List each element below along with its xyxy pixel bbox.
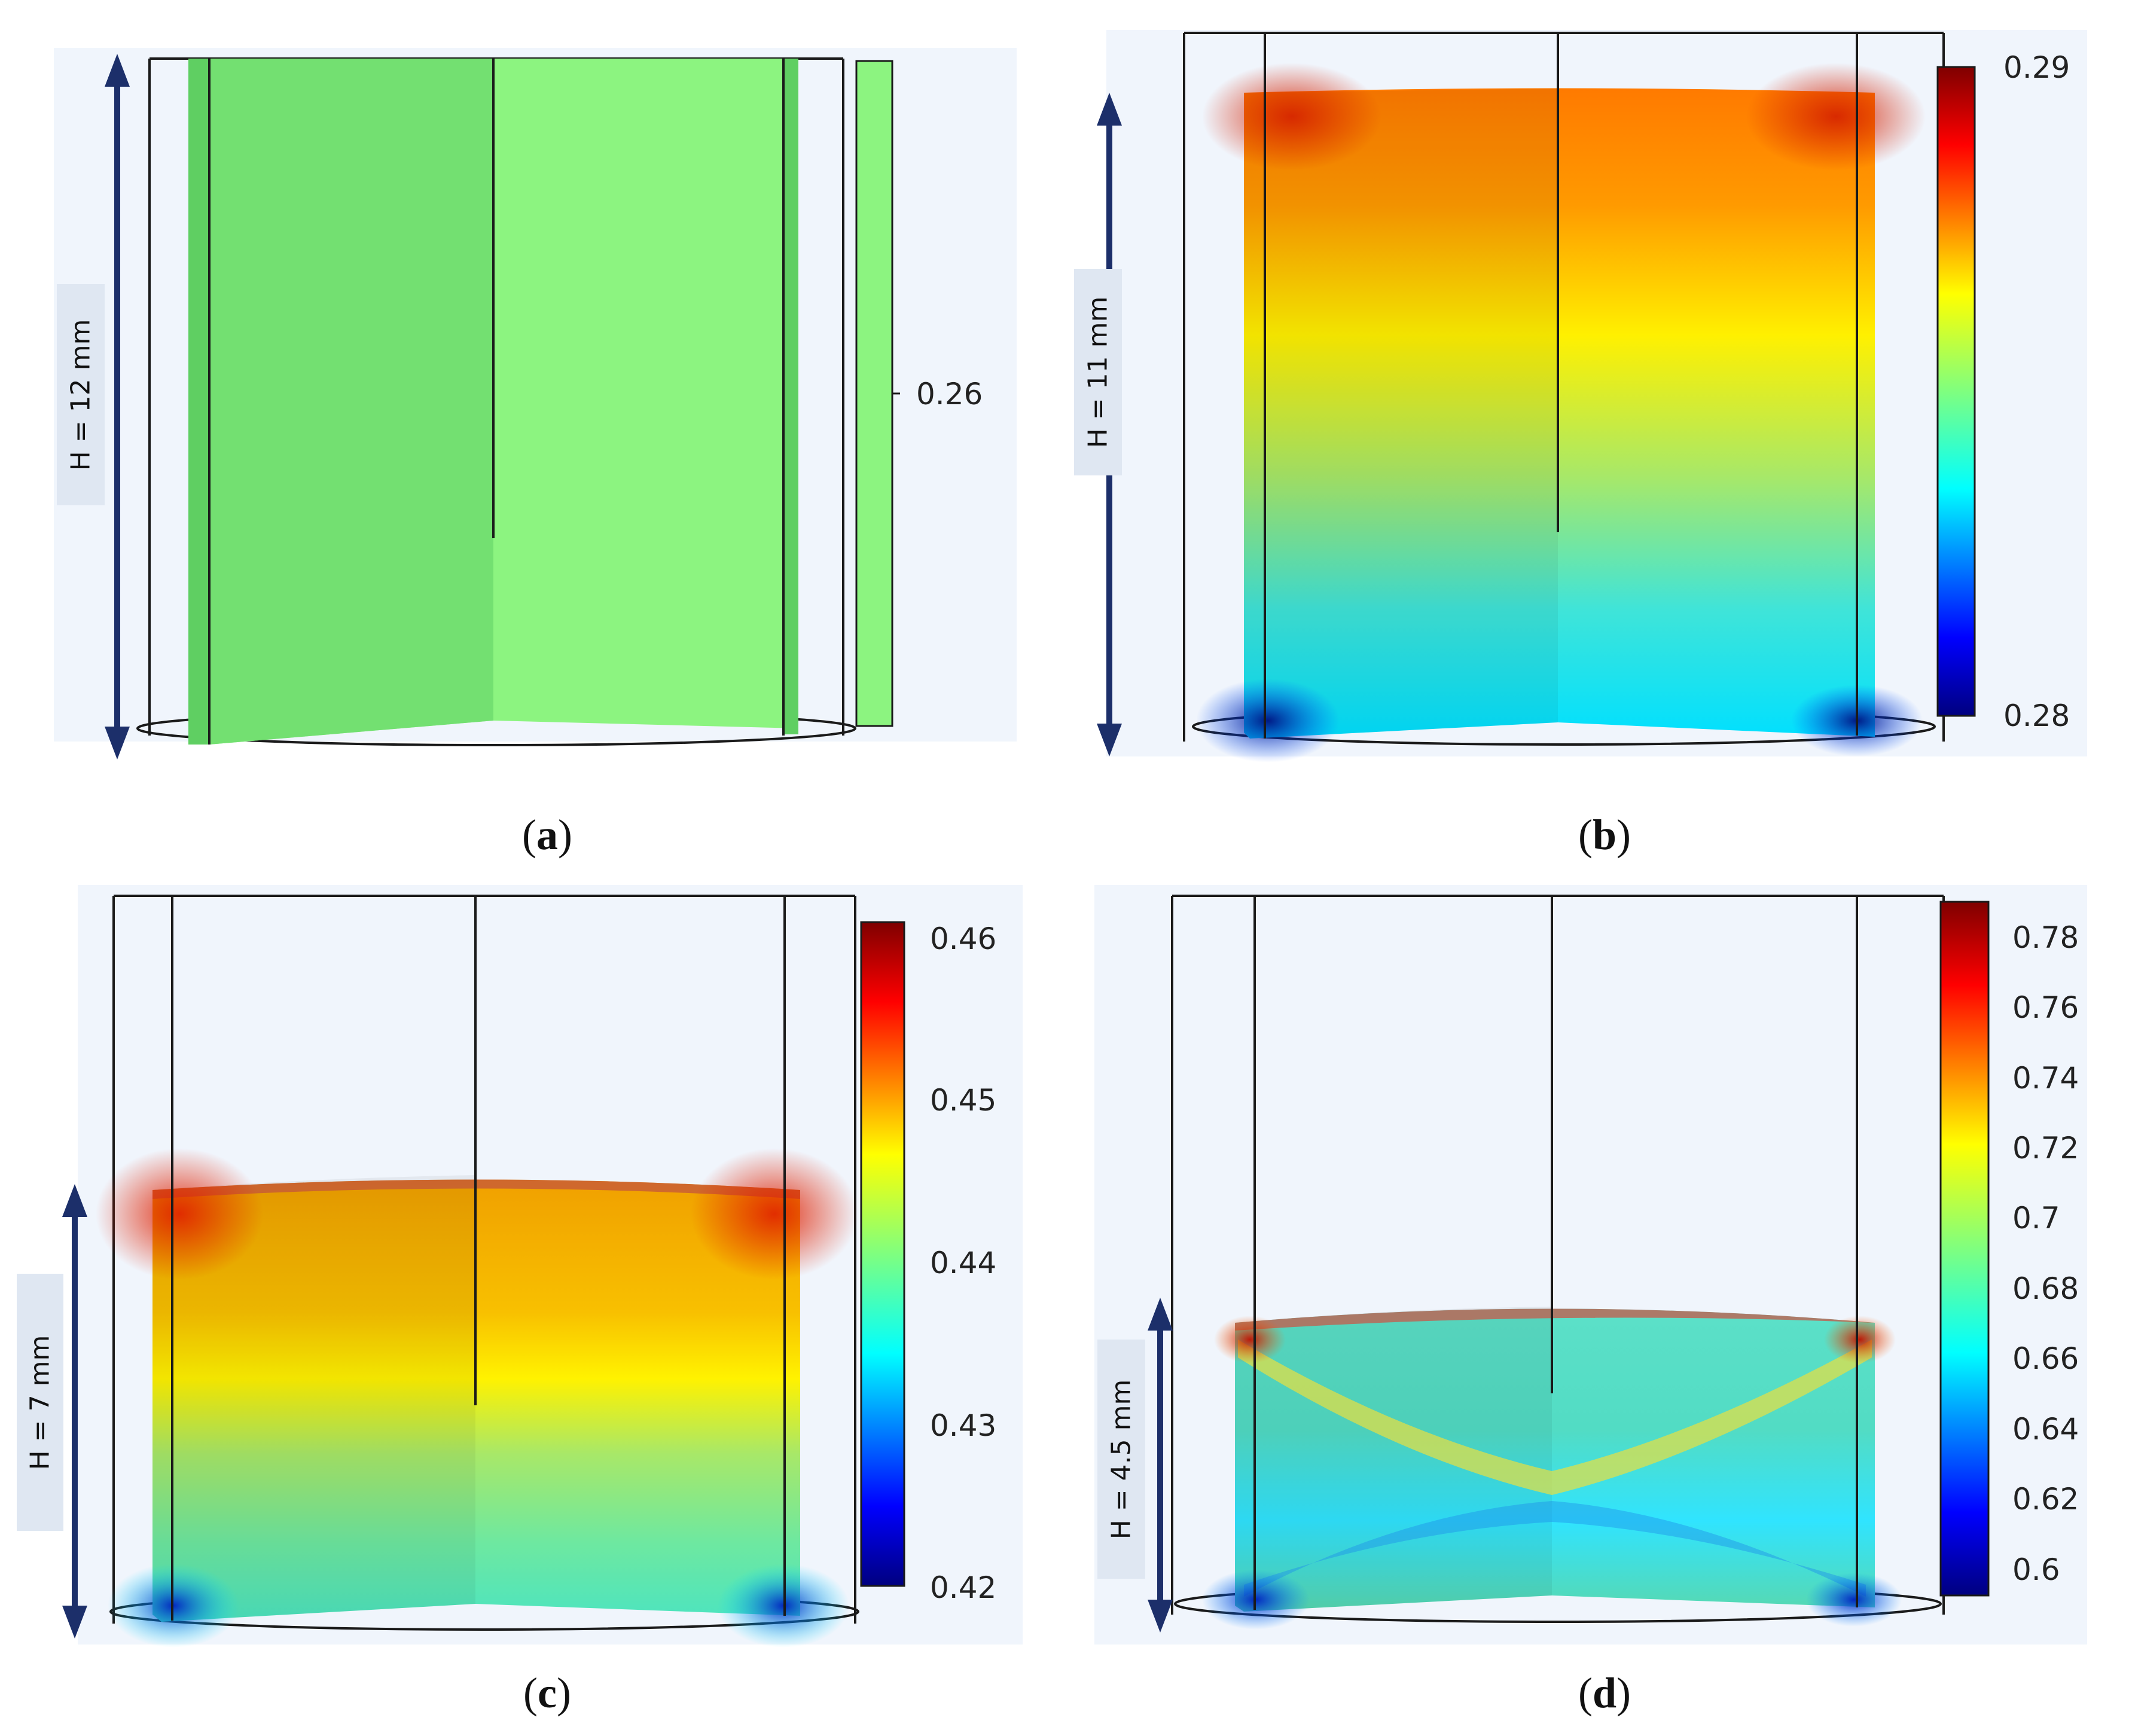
panel-b: H = 11 mm 0.29 0.28 (b) [1064, 0, 2129, 867]
colorbar-tick-label: 0.68 [2012, 1271, 2079, 1306]
colorbar-tick-label: 0.45 [930, 1083, 997, 1118]
colorbar-tick-label: 0.43 [930, 1408, 997, 1443]
colorbar-tick-label: 0.76 [2012, 990, 2079, 1025]
height-label: H = 4.5 mm [1097, 1340, 1145, 1579]
panel-b-scene [1097, 30, 2087, 762]
colorbar-tick-label: 0.46 [930, 922, 997, 956]
panel-c: H = 7 mm 0.46 0.45 0.44 0.43 0.42 (c) [0, 867, 1064, 1736]
panel-d-scene [1094, 885, 2087, 1645]
panel-caption: (d) [1578, 1669, 1631, 1717]
height-label: H = 7 mm [17, 1274, 63, 1531]
height-label: H = 12 mm [57, 284, 105, 505]
colorbar-tick-label: 0.42 [930, 1570, 997, 1605]
panel-a-scene [54, 48, 1017, 759]
colorbar-tick-label: 0.72 [2012, 1131, 2079, 1166]
panel-caption: (a) [522, 811, 572, 859]
panel-caption: (c) [523, 1669, 571, 1717]
colorbar-tick-label: 0.26 [916, 377, 983, 411]
panel-c-scene [62, 885, 1023, 1647]
colorbar-tick-label: 0.7 [2012, 1201, 2060, 1235]
colorbar [855, 60, 893, 727]
colorbar-tick-label: 0.66 [2012, 1341, 2079, 1376]
colorbar-tick-label: 0.64 [2012, 1412, 2079, 1447]
colorbar-tick-label: 0.74 [2012, 1061, 2079, 1096]
colorbar-tick-label: 0.44 [930, 1246, 997, 1280]
colorbar [1939, 901, 1990, 1597]
panel-d: H = 4.5 mm 0.78 0.76 0.74 0.72 0.7 0.68 … [1064, 867, 2129, 1736]
cylinder-body [1235, 1308, 1875, 1612]
height-label: H = 11 mm [1074, 269, 1122, 475]
panel-a: H = 12 mm 0.26 (a) [0, 0, 1064, 867]
colorbar-tick-label: 0.78 [2012, 920, 2079, 955]
colorbar-tick-label: 0.62 [2012, 1482, 2079, 1517]
colorbar [860, 921, 905, 1587]
panel-caption: (b) [1578, 811, 1631, 859]
colorbar-tick-label: 0.28 [2003, 698, 2070, 733]
colorbar-tick-label: 0.6 [2012, 1552, 2060, 1587]
cylinder-body [1244, 88, 1875, 739]
colorbar [1936, 66, 1976, 717]
colorbar-tick-label: 0.29 [2003, 50, 2070, 85]
